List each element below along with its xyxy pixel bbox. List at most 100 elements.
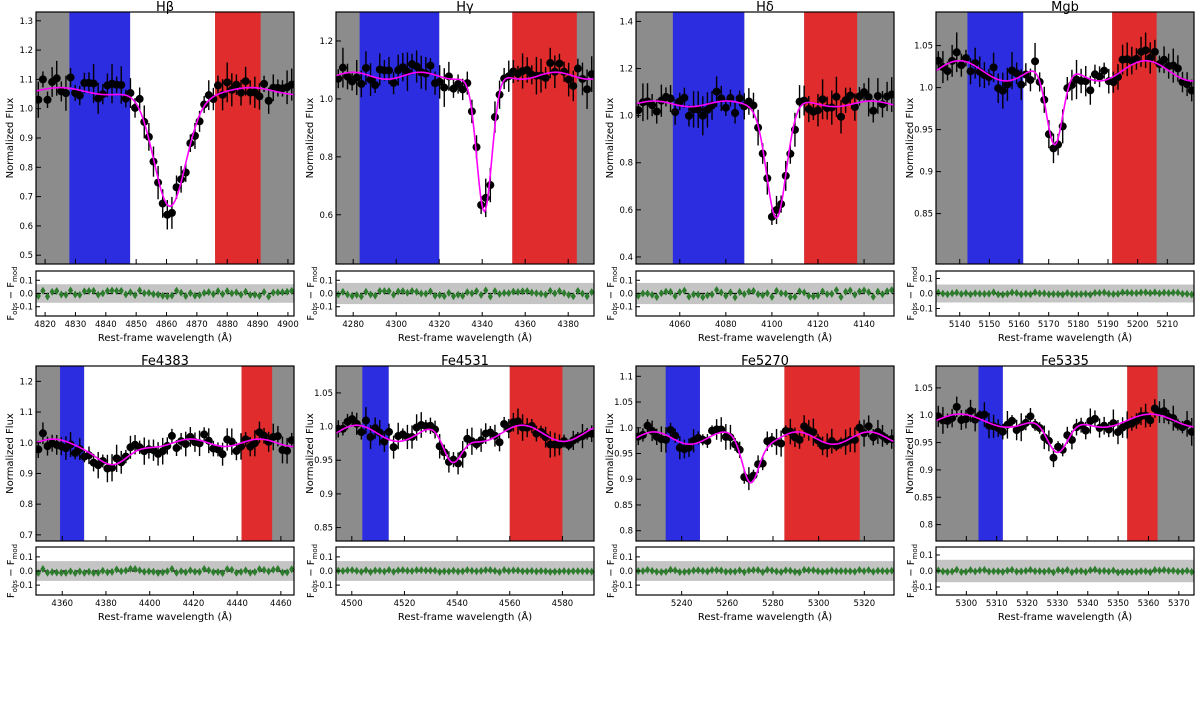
data-point bbox=[731, 109, 740, 118]
xtick-label: 4360 bbox=[51, 599, 73, 609]
residual-marker bbox=[469, 289, 475, 298]
residual-marker bbox=[700, 566, 706, 575]
residual-marker bbox=[986, 567, 992, 576]
residual-marker bbox=[1000, 290, 1006, 299]
residual-marker bbox=[829, 566, 835, 575]
ytick-label: 1.4 bbox=[619, 17, 633, 27]
data-point bbox=[135, 94, 144, 103]
data-point bbox=[671, 108, 680, 117]
data-point bbox=[440, 83, 449, 92]
data-point bbox=[357, 428, 366, 437]
panel-title: Fe4531 bbox=[441, 354, 489, 369]
residual-marker bbox=[677, 567, 683, 576]
residual-marker bbox=[833, 286, 840, 295]
resid-ylabel-part: − F bbox=[906, 559, 917, 580]
resid-ylabel-part: − F bbox=[306, 282, 317, 303]
residual-marker bbox=[1138, 288, 1144, 297]
residual-marker bbox=[400, 566, 406, 575]
residual-marker bbox=[238, 567, 244, 576]
residual-marker bbox=[700, 293, 706, 302]
resid-ytick-label: 0.0 bbox=[319, 290, 333, 300]
data-point bbox=[218, 450, 227, 459]
data-point bbox=[338, 63, 347, 72]
residual-marker bbox=[801, 288, 807, 297]
residual-marker bbox=[995, 567, 1001, 576]
xtick-label: 5150 bbox=[979, 320, 1001, 330]
residual-marker bbox=[150, 567, 157, 576]
residual-marker bbox=[990, 288, 997, 297]
data-point bbox=[1150, 47, 1159, 56]
xtick-label: 5280 bbox=[762, 599, 784, 609]
residual-marker bbox=[695, 290, 701, 299]
model-line bbox=[636, 100, 894, 219]
residual-marker bbox=[1133, 289, 1140, 298]
residual-marker bbox=[547, 286, 553, 295]
data-point bbox=[957, 61, 966, 70]
resid-ytick-label: 0.0 bbox=[919, 567, 933, 577]
resid-ytick-label: 0.1 bbox=[619, 276, 633, 286]
data-point bbox=[36, 95, 43, 104]
model-line bbox=[636, 431, 894, 484]
xlabel: Rest-frame wavelength (Å) bbox=[398, 331, 532, 344]
residual-marker bbox=[815, 291, 821, 300]
ytick-label: 1.0 bbox=[619, 424, 633, 434]
panel-title: Hβ bbox=[156, 0, 174, 15]
ytick-label: 1.0 bbox=[19, 105, 33, 115]
data-layer bbox=[336, 407, 594, 475]
ytick-label: 1.1 bbox=[619, 372, 633, 382]
residual-marker bbox=[690, 566, 697, 575]
blue-continuum-band bbox=[362, 366, 389, 541]
data-point bbox=[869, 106, 878, 115]
residual-marker bbox=[954, 565, 960, 574]
data-point bbox=[936, 56, 943, 65]
red-continuum-band bbox=[509, 366, 563, 541]
residual-marker bbox=[1143, 288, 1149, 297]
ytick-label: 1.1 bbox=[19, 75, 33, 85]
resid-ylabel: Fobs − Fmod bbox=[606, 544, 619, 598]
residual-marker bbox=[173, 568, 180, 577]
data-point bbox=[66, 73, 75, 82]
residual-marker bbox=[1110, 566, 1116, 575]
main-frame bbox=[335, 11, 595, 265]
central-band bbox=[1023, 12, 1113, 264]
residual-marker bbox=[390, 290, 397, 299]
residual-marker bbox=[566, 290, 572, 299]
resid-ytick-label: 0.1 bbox=[19, 553, 33, 563]
resid-ylabel-part: F bbox=[306, 315, 317, 321]
residual-marker bbox=[773, 286, 780, 295]
residual-marker bbox=[432, 291, 438, 300]
ytick-label: 0.7 bbox=[19, 193, 33, 203]
residual-marker bbox=[764, 289, 770, 298]
data-point bbox=[241, 77, 250, 86]
residual-marker bbox=[289, 565, 294, 574]
blue-continuum-band bbox=[665, 366, 700, 541]
ytick-label: 0.95 bbox=[914, 126, 933, 136]
data-point bbox=[1160, 55, 1169, 64]
resid-ylabel-part: − F bbox=[6, 559, 17, 580]
xtick-label: 4840 bbox=[95, 320, 117, 330]
residual-marker bbox=[146, 288, 152, 297]
residual-marker bbox=[663, 567, 669, 576]
blue-continuum-band bbox=[978, 366, 1003, 541]
data-point bbox=[989, 63, 998, 72]
data-point bbox=[855, 423, 864, 432]
data-layer bbox=[336, 47, 594, 218]
residual-marker bbox=[109, 567, 115, 576]
residual-marker bbox=[506, 566, 512, 575]
residual-marker bbox=[381, 287, 387, 296]
residual-marker bbox=[183, 291, 189, 300]
residual-marker bbox=[496, 289, 503, 298]
data-point bbox=[749, 101, 758, 110]
xtick-label: 5170 bbox=[1038, 320, 1060, 330]
residual-marker bbox=[977, 566, 983, 575]
resid-ylabel-part: mod bbox=[311, 266, 319, 282]
residual-marker bbox=[104, 568, 111, 577]
residual-marker bbox=[58, 290, 64, 299]
residual-marker bbox=[1189, 290, 1194, 299]
data-point bbox=[666, 425, 675, 434]
xtick-label: 4360 bbox=[514, 320, 536, 330]
xtick-label: 4140 bbox=[853, 320, 875, 330]
data-point bbox=[666, 94, 675, 103]
data-point bbox=[1003, 80, 1012, 89]
data-point bbox=[273, 432, 282, 441]
